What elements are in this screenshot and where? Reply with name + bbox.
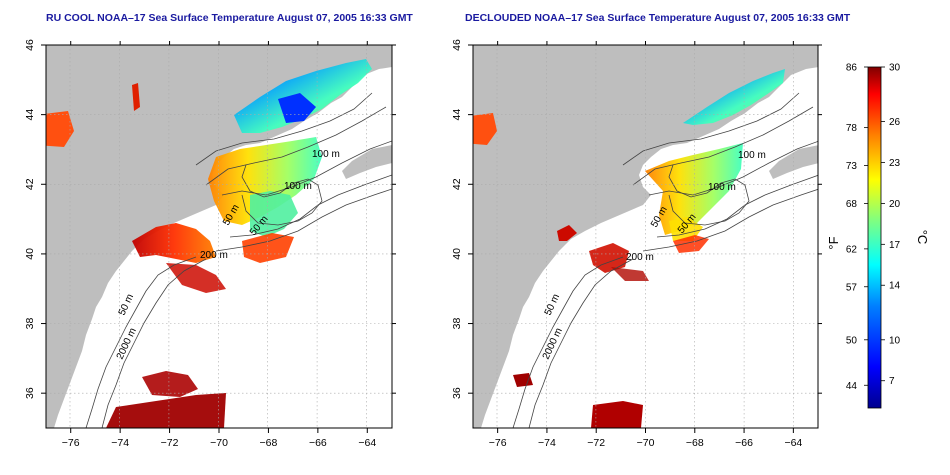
celsius-tick-label: 14 — [889, 281, 901, 292]
fahrenheit-tick-label: 57 — [846, 282, 858, 293]
lon-tick-label: −66 — [309, 437, 327, 449]
celsius-tick-label: 10 — [889, 335, 901, 346]
fahrenheit-tick-label: 50 — [846, 335, 858, 346]
lat-tick-label: 44 — [451, 109, 463, 121]
map-panel-right: 100 m 100 m 50 m 50 m 200 m 50 m 2000 m … — [451, 39, 822, 449]
map-title-right: DECLOUDED NOAA–17 Sea Surface Temperatur… — [465, 12, 851, 24]
fahrenheit-tick-label: 62 — [846, 244, 858, 255]
lat-tick-label: 44 — [24, 109, 36, 121]
lon-tick-label: −72 — [587, 437, 605, 449]
lat-tick-label: 38 — [451, 318, 463, 330]
lon-tick-label: −64 — [358, 437, 376, 449]
fahrenheit-tick-label: 44 — [846, 381, 858, 392]
celsius-tick-label: 17 — [889, 240, 901, 251]
lon-tick-label: −68 — [686, 437, 704, 449]
fahrenheit-tick-label: 73 — [846, 161, 858, 172]
fahrenheit-tick-label: 86 — [846, 63, 858, 74]
colorbar-scale — [867, 66, 882, 409]
sst-field — [46, 59, 372, 428]
contour-label: 100 m — [738, 150, 766, 161]
map-panel-left: 100 m 100 m 50 m 50 m 200 m 50 m 2000 m … — [24, 39, 396, 449]
lat-tick-label: 40 — [24, 248, 36, 260]
lon-tick-label: −74 — [538, 437, 556, 449]
lon-tick-label: −70 — [210, 437, 228, 449]
lon-tick-label: −68 — [260, 437, 278, 449]
lat-tick-label: 46 — [451, 39, 463, 51]
contour-label: 200 m — [626, 252, 654, 263]
unit-celsius: °C — [915, 230, 930, 245]
lon-tick-label: −64 — [784, 437, 802, 449]
colorbar: °F °C 30 26 23 20 17 14 10 7 86 78 73 68 62 57 50 44 — [826, 63, 930, 409]
celsius-tick-label: 20 — [889, 199, 901, 210]
unit-fahrenheit: °F — [826, 236, 841, 249]
contour-label: 200 m — [200, 250, 228, 261]
fahrenheit-tick-label: 68 — [846, 199, 858, 210]
lat-tick-label: 40 — [451, 248, 463, 260]
lon-tick-label: −66 — [735, 437, 753, 449]
lat-tick-label: 36 — [451, 387, 463, 399]
lat-tick-label: 38 — [24, 318, 36, 330]
contour-label: 100 m — [284, 181, 312, 192]
axis-ticks-right — [468, 41, 822, 433]
fahrenheit-tick-label: 78 — [846, 123, 858, 134]
lon-tick-label: −76 — [62, 437, 80, 449]
lon-tick-label: −76 — [489, 437, 507, 449]
axis-ticks-left — [41, 41, 396, 433]
lat-tick-label: 46 — [24, 39, 36, 51]
celsius-tick-label: 7 — [889, 376, 895, 387]
lon-tick-label: −74 — [111, 437, 129, 449]
sst-field — [473, 69, 785, 428]
celsius-tick-label: 23 — [889, 158, 901, 169]
contour-label: 100 m — [708, 182, 736, 193]
lat-tick-label: 42 — [24, 178, 36, 190]
celsius-tick-label: 30 — [889, 63, 901, 74]
lon-tick-label: −72 — [161, 437, 179, 449]
celsius-tick-label: 26 — [889, 117, 901, 128]
contour-label: 100 m — [312, 149, 340, 160]
lat-tick-label: 42 — [451, 178, 463, 190]
lat-tick-label: 36 — [24, 387, 36, 399]
lon-tick-label: −70 — [637, 437, 655, 449]
map-title-left: RU COOL NOAA–17 Sea Surface Temperature … — [46, 12, 413, 24]
